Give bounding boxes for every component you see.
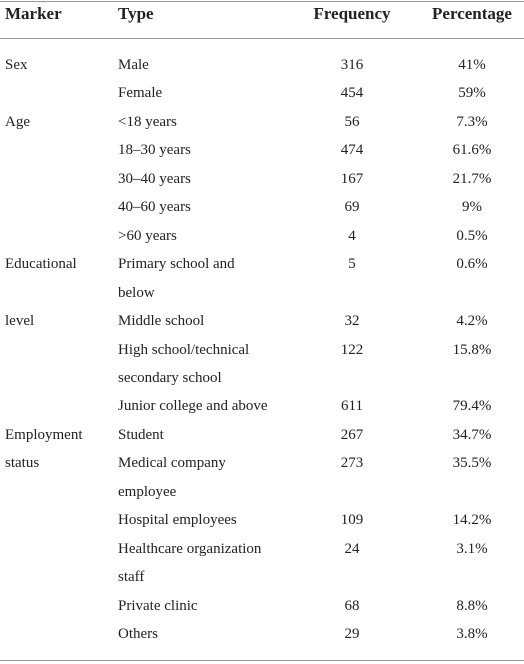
type-cell: 30–40 years xyxy=(118,170,191,187)
frequency-cell: 68 xyxy=(344,597,360,614)
marker-cell: status xyxy=(5,455,40,472)
bottom-rule xyxy=(0,660,524,661)
frequency-cell: 167 xyxy=(340,170,364,187)
marker-cell: Educational xyxy=(5,256,77,273)
type-cell: Medical company xyxy=(118,455,226,472)
type-cell: Healthcare organization xyxy=(118,540,262,557)
percentage-cell: 35.5% xyxy=(452,455,492,472)
percentage-cell: 14.2% xyxy=(452,512,492,529)
frequency-cell: 122 xyxy=(340,341,364,358)
frequency-cell: 454 xyxy=(340,85,364,102)
frequency-cell: 4 xyxy=(348,227,356,244)
percentage-cell: 8.8% xyxy=(456,597,488,614)
frequency-cell: 56 xyxy=(344,113,360,130)
percentage-cell: 0.6% xyxy=(456,256,488,273)
type-cell: employee xyxy=(118,483,177,500)
type-cell: 18–30 years xyxy=(118,142,191,159)
type-cell: staff xyxy=(118,569,145,586)
percentage-cell: 3.8% xyxy=(456,626,488,642)
percentage-cell: 59% xyxy=(458,85,486,102)
frequency-cell: 5 xyxy=(348,256,356,273)
header-cell: Type xyxy=(118,4,154,23)
type-cell: Female xyxy=(118,85,163,102)
type-cell: Male xyxy=(118,57,149,73)
type-cell: secondary school xyxy=(118,369,222,386)
frequency-cell: 273 xyxy=(340,455,364,472)
frequency-cell: 69 xyxy=(344,199,360,216)
percentage-cell: 41% xyxy=(458,57,486,73)
type-cell: <18 years xyxy=(118,113,177,130)
frequency-cell: 109 xyxy=(340,512,364,529)
percentage-cell: 4.2% xyxy=(456,313,488,330)
frequency-cell: 29 xyxy=(344,626,360,642)
type-cell: Private clinic xyxy=(118,597,198,614)
percentage-cell: 21.7% xyxy=(452,170,492,187)
percentage-cell: 15.8% xyxy=(452,341,492,358)
marker-cell: Age xyxy=(5,113,30,130)
frequency-cell: 474 xyxy=(340,142,364,159)
percentage-cell: 9% xyxy=(462,199,482,216)
type-cell: Junior college and above xyxy=(118,398,268,415)
frequency-cell: 316 xyxy=(340,57,364,73)
percentage-cell: 61.6% xyxy=(452,142,492,159)
header-cell: Percentage xyxy=(432,4,512,23)
type-cell: High school/technical xyxy=(118,341,250,358)
frequency-cell: 611 xyxy=(341,398,363,415)
type-cell: Hospital employees xyxy=(118,512,237,529)
type-cell: below xyxy=(118,284,155,301)
percentage-cell: 0.5% xyxy=(456,227,488,244)
type-cell: >60 years xyxy=(118,227,177,244)
header-cell: Frequency xyxy=(313,4,391,23)
type-cell: Primary school and xyxy=(118,256,235,273)
type-cell: Middle school xyxy=(118,313,205,330)
marker-cell: Employment xyxy=(5,426,83,443)
type-cell: 40–60 years xyxy=(118,199,191,216)
marker-cell: level xyxy=(5,313,35,330)
percentage-cell: 7.3% xyxy=(456,113,488,130)
header-cell: Marker xyxy=(5,4,62,23)
top-rule xyxy=(0,1,524,2)
frequency-cell: 32 xyxy=(344,313,360,330)
percentage-cell: 79.4% xyxy=(452,398,492,415)
type-cell: Others xyxy=(118,626,158,642)
frequency-cell: 24 xyxy=(344,540,360,557)
frequency-cell: 267 xyxy=(340,426,364,443)
percentage-cell: 34.7% xyxy=(452,426,492,443)
marker-cell: Sex xyxy=(5,57,28,73)
percentage-cell: 3.1% xyxy=(456,540,488,557)
header-rule xyxy=(0,38,524,39)
type-cell: Student xyxy=(118,426,164,443)
